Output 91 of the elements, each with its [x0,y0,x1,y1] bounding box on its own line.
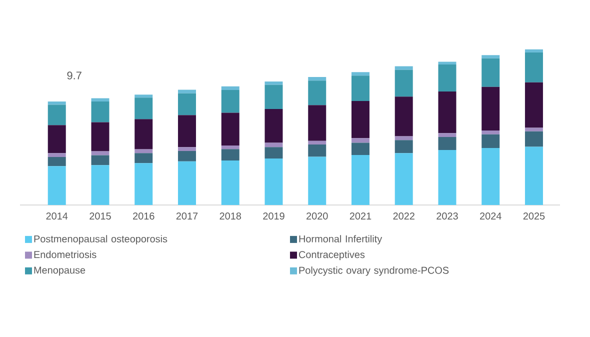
legend-label: Contraceptives [299,250,365,260]
bar [91,98,110,102]
bar [264,147,283,158]
bar [221,112,240,146]
bar [394,140,413,154]
bar [221,86,240,90]
bar [264,82,283,85]
bar [264,158,283,205]
bar [482,130,500,134]
x-tick-label: 2021 [350,212,372,220]
bar [351,76,370,102]
bar [178,147,196,151]
bar [178,90,196,94]
bar [48,125,66,154]
bar [482,86,500,130]
bar [178,161,196,205]
bar [308,156,326,205]
bar [438,62,456,64]
bar [351,138,370,143]
bar [524,128,543,132]
bar [178,150,196,162]
bar [308,105,326,141]
bar [308,144,326,157]
bar [438,150,456,205]
bar [308,80,326,106]
bar [308,140,326,144]
x-tick-label: 2022 [393,212,414,220]
bar [394,153,413,205]
bar [351,155,370,205]
bar [482,134,500,148]
bar [134,163,153,205]
bar [48,166,66,205]
bar [308,77,326,81]
bar [221,160,240,205]
bar [524,49,543,52]
bar [482,148,500,205]
bar [351,142,370,156]
bar [134,153,153,164]
bar [48,157,66,166]
legend-label: Endometriosis [34,250,96,258]
bar [524,82,543,128]
bar [48,104,66,126]
x-tick-label: 2016 [133,212,154,220]
bar [524,146,543,205]
bar [48,153,66,158]
bar [394,66,413,70]
bar [178,115,196,148]
annotation: 9.7 [67,72,82,80]
bar [91,101,110,122]
legend-label: Menopause [34,266,86,276]
bar [438,133,456,137]
x-tick-label: 2025 [523,212,545,220]
bar [91,151,110,156]
bar [524,52,543,82]
legend-label: Hormonal Infertility [299,235,382,244]
bar [221,146,240,150]
bar [91,155,110,166]
bar [264,142,283,148]
bar [91,122,110,152]
x-tick-label: 2015 [90,212,111,220]
x-tick-label: 2020 [306,212,328,220]
x-tick-label: 2017 [176,212,198,220]
bar [351,101,370,138]
bar [351,72,370,76]
legend-label: Polycystic ovary syndrome-PCOS [299,266,449,276]
bar [134,149,153,154]
bar [394,136,413,140]
x-tick-label: 2023 [436,212,458,220]
bar [524,131,543,147]
bar [221,149,240,160]
bar [134,119,153,150]
bar [438,136,456,150]
bar [221,90,240,113]
x-tick-label: 2019 [263,212,284,220]
bar [264,84,283,109]
bar [178,93,196,116]
bar [482,58,500,87]
bar [91,165,110,205]
x-tick-label: 2018 [220,212,242,220]
x-tick-label: 2014 [46,212,68,220]
bar [482,55,500,58]
bar [134,98,153,120]
bar [438,92,456,134]
bar [394,96,413,136]
bar [134,94,153,98]
bar [264,108,283,143]
bar [394,70,413,97]
bar [438,64,456,92]
legend-label: Postmenopausal osteoporosis [34,235,168,244]
bar [48,101,66,105]
x-tick-label: 2024 [480,212,502,220]
